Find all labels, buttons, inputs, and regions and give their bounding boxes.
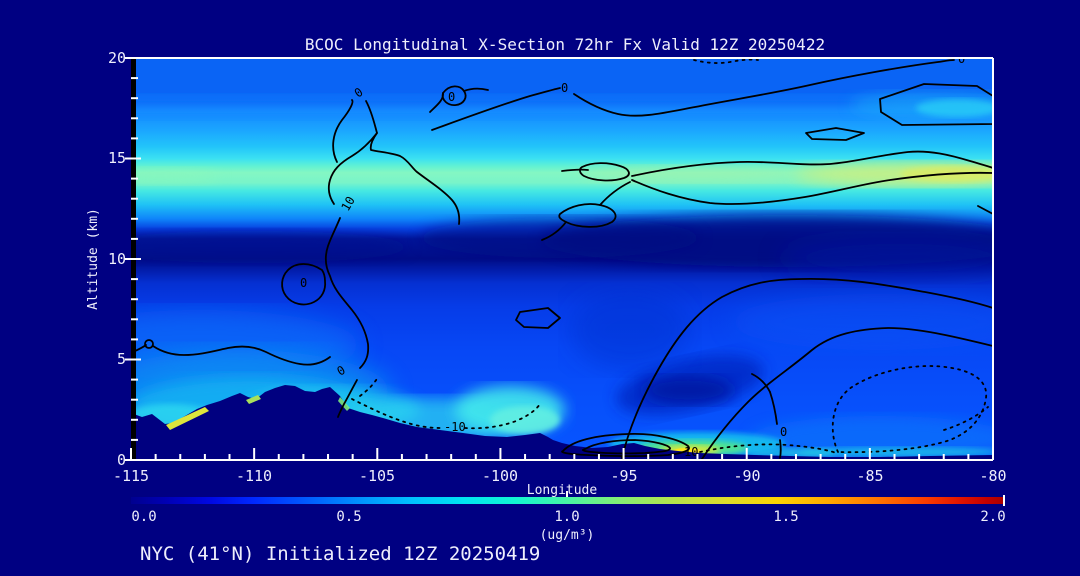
y-tick-label: 20 [108,49,126,67]
y-tick-label: 10 [108,250,126,268]
filled-contour-field: 0 0 10 0 0 0 -10 10 0 0 [131,52,993,460]
x-tick-label: -95 [610,467,637,485]
contour-label: 0 [300,276,307,290]
colorbar-tick-label: 1.0 [554,509,579,525]
contour-label: -10 [444,420,466,434]
x-axis-label: Longitude [527,483,598,498]
colorbar-gradient [131,497,1004,504]
surface-sliver [246,395,261,404]
plot-title: BCOC Longitudinal X-Section 72hr Fx Vali… [305,35,825,54]
contour-lines-solid [131,59,993,460]
colorbar-tick-label: 2.0 [980,509,1005,525]
x-tick-label: -105 [359,467,395,485]
colorbar-tick-labels: 0.0 0.5 1.0 1.5 2.0 [131,509,1005,525]
y-tick-label: 15 [108,149,126,167]
contour-label: 10 [338,194,357,214]
y-tick-label: 5 [117,350,126,368]
colorbar-tick-label: 1.5 [773,509,798,525]
contour-lines-dotted [351,58,989,454]
init-footer: NYC (41°N) Initialized 12Z 20250419 [140,543,540,565]
y-axis-label: Altitude (km) [86,208,101,310]
axis-ticks [125,57,995,461]
contour-label: 10 [684,445,698,459]
contour-label: 0 [561,81,568,95]
terrain-silhouette [131,385,993,460]
colorbar-unit: (ug/m³) [540,528,595,543]
y-tick-label: 0 [117,451,126,469]
x-tick-label: -85 [856,467,883,485]
x-tick-labels: -115 -110 -105 -100 -95 -90 -85 -80 [113,467,1007,485]
x-tick-label: -90 [733,467,760,485]
y-tick-labels: 0 5 10 15 20 [108,49,126,469]
contour-label: 0 [780,425,787,439]
colorbar: 0.0 0.5 1.0 1.5 2.0 (ug/m³) [131,491,1006,543]
contour-labels: 0 0 10 0 0 0 -10 10 0 0 [300,52,965,459]
axes-frame [125,57,995,461]
x-tick-label: -100 [482,467,518,485]
x-tick-label: -80 [979,467,1006,485]
contour-label: 0 [958,52,965,66]
x-tick-label: -115 [113,467,149,485]
x-tick-label: -110 [236,467,272,485]
colorbar-tick-label: 0.0 [131,509,156,525]
surface-sliver [166,407,209,430]
colorbar-tick-label: 0.5 [336,509,361,525]
contour-label: 0 [448,90,455,104]
